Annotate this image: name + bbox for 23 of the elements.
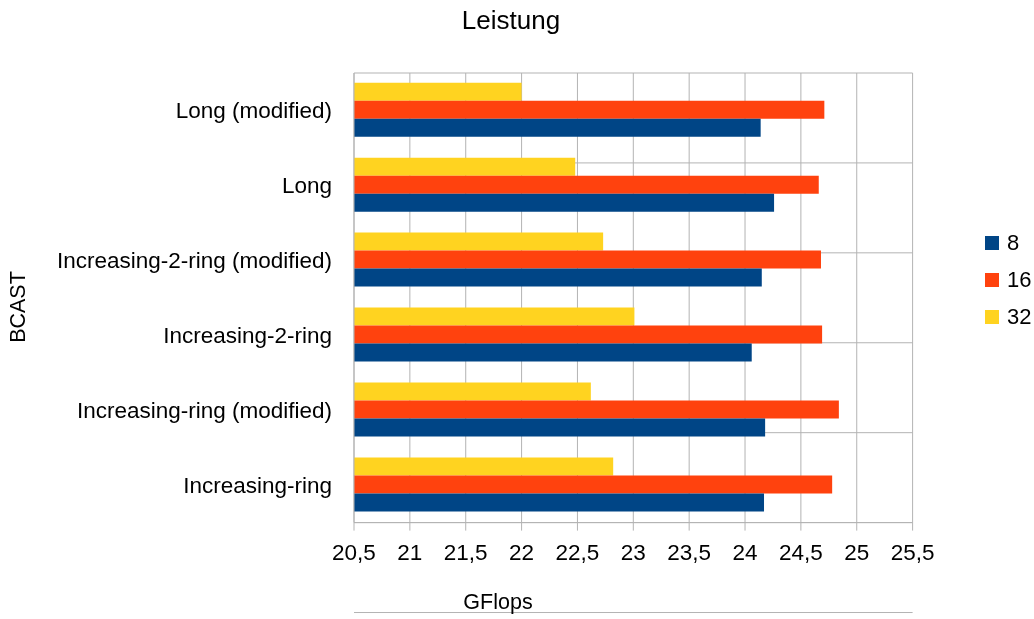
chart-title: Leistung	[461, 5, 561, 35]
y-axis-title: BCAST	[5, 271, 30, 343]
x-tick-label: 23,5	[667, 539, 712, 565]
y-tick-label: Long (modified)	[175, 98, 332, 124]
x-axis-title: GFlops	[463, 590, 533, 614]
x-tick-label: 23	[620, 539, 646, 565]
x-tick-label: 21	[397, 539, 423, 565]
legend-label: 32	[1007, 304, 1032, 330]
x-tick-label: 25,5	[890, 539, 935, 565]
x-tick-label: 21,5	[443, 539, 488, 565]
x-tick-label: 24,5	[778, 539, 823, 565]
x-tick-label: 24	[732, 539, 758, 565]
y-tick-label: Long	[281, 173, 332, 199]
x-tick-label: 20,5	[332, 539, 376, 565]
legend-label: 8	[1007, 230, 1020, 256]
legend-label: 16	[1007, 267, 1032, 293]
x-tick-label: 22,5	[555, 539, 600, 565]
y-tick-label: Increasing-2-ring	[163, 323, 332, 349]
y-tick-label: Increasing-2-ring (modified)	[56, 248, 332, 274]
y-tick-label: Increasing-ring (modified)	[76, 398, 332, 424]
x-tick-label: 22	[509, 539, 535, 565]
y-tick-label: Increasing-ring	[183, 473, 332, 499]
x-tick-label: 25	[844, 539, 870, 565]
